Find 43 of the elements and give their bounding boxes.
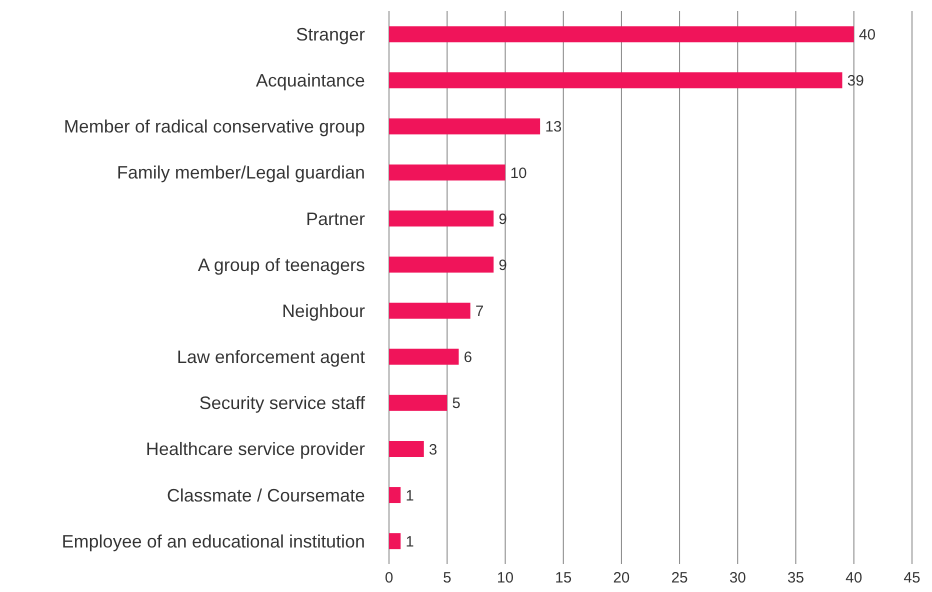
x-tick-label: 35 <box>787 570 804 587</box>
bar <box>389 210 494 227</box>
y-tick-label: Family member/Legal guardian <box>116 162 365 183</box>
bar <box>389 164 506 180</box>
bar <box>389 72 842 88</box>
data-label: 40 <box>858 26 876 44</box>
x-tick-label: 20 <box>613 570 630 587</box>
y-tick-label: Law enforcement agent <box>176 347 365 368</box>
data-label: 13 <box>545 118 562 136</box>
bar <box>389 348 459 365</box>
y-tick-label: Employee of an educational institution <box>62 531 365 552</box>
data-label: 10 <box>510 164 527 182</box>
data-label: 1 <box>406 487 414 504</box>
y-tick-label: Member of radical conservative group <box>64 116 365 137</box>
bar <box>389 302 470 319</box>
y-tick-label: Acquaintance <box>256 70 365 91</box>
bar <box>389 440 424 457</box>
bar <box>389 487 401 504</box>
x-tick-label: 15 <box>554 570 572 587</box>
data-label: 6 <box>464 349 472 366</box>
data-label: 5 <box>452 395 460 412</box>
data-label: 3 <box>428 441 438 458</box>
bar <box>389 394 448 411</box>
y-tick-label: Security service staff <box>199 393 366 414</box>
data-label: 1 <box>406 533 414 550</box>
x-tick-label: 45 <box>904 570 920 587</box>
bar <box>389 533 401 550</box>
y-tick-label: Healthcare service provider <box>146 439 366 460</box>
y-tick-label: A group of teenagers <box>198 254 365 275</box>
x-tick-label: 25 <box>671 570 688 587</box>
y-tick-label: Partner <box>306 208 365 229</box>
y-tick-label: Classmate / Coursemate <box>166 485 365 506</box>
bar <box>389 118 540 134</box>
bar <box>389 256 494 273</box>
y-tick-label: Neighbour <box>282 300 365 321</box>
x-tick-label: 30 <box>729 570 746 587</box>
data-label: 7 <box>475 303 484 320</box>
y-tick-label: Stranger <box>296 24 365 44</box>
x-tick-label: 40 <box>846 570 862 587</box>
x-tick-label: 0 <box>384 570 394 587</box>
x-tick-label: 5 <box>442 570 452 587</box>
bar <box>389 26 854 42</box>
x-tick-label: 10 <box>496 570 514 587</box>
